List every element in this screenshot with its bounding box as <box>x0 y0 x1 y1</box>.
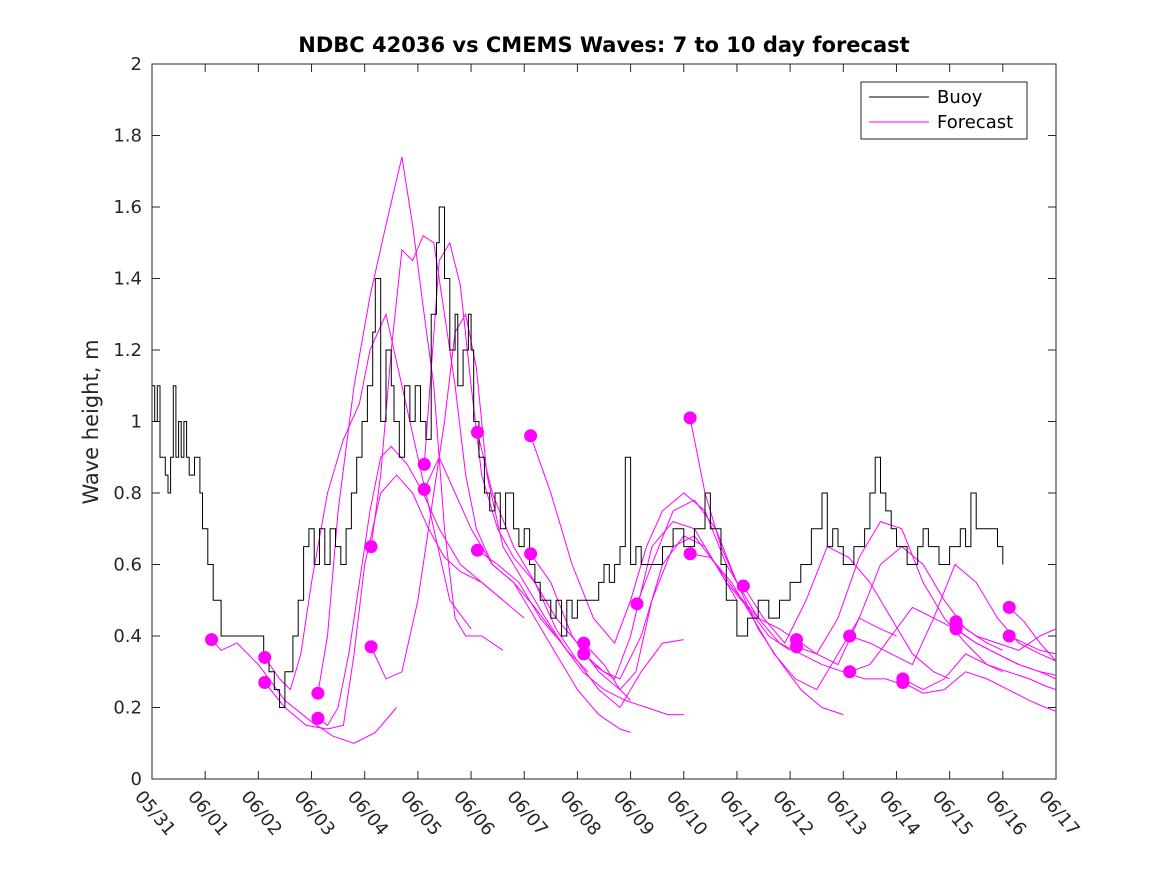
forecast-start-marker <box>258 650 272 664</box>
forecast-start-marker <box>364 540 378 554</box>
forecast-line <box>476 432 684 709</box>
forecast-start-marker <box>364 640 378 654</box>
forecast-line <box>423 241 631 701</box>
forecast-start-marker <box>789 640 803 654</box>
forecast-line <box>264 474 504 730</box>
forecast-start-marker <box>417 457 431 471</box>
forecast-start-marker <box>205 633 219 647</box>
forecast-line <box>849 563 1057 666</box>
y-tick-label: 0 <box>131 769 142 790</box>
forecast-start-marker <box>417 482 431 496</box>
y-tick-label: 0.8 <box>113 483 142 504</box>
plot-area <box>151 63 1057 780</box>
forecast-line <box>317 445 525 727</box>
forecast-start-marker <box>683 411 697 425</box>
forecast-line <box>902 653 1057 691</box>
y-tick-label: 1.6 <box>113 197 142 218</box>
forecast-line <box>902 671 1057 712</box>
forecast-start-marker <box>524 429 538 443</box>
forecast-start-marker <box>843 665 857 679</box>
forecast-line <box>955 628 1057 676</box>
forecast-line <box>1008 635 1057 655</box>
forecast-start-marker <box>311 711 325 725</box>
forecast-start-marker <box>630 597 644 611</box>
forecast-line <box>690 553 897 691</box>
forecast-start-marker <box>524 547 538 561</box>
forecast-line <box>955 621 1057 651</box>
forecast-start-marker <box>736 579 750 593</box>
forecast-start-marker <box>949 622 963 636</box>
forecast-start-marker <box>577 647 591 661</box>
forecast-line <box>742 545 950 680</box>
forecast-start-marker <box>896 675 910 689</box>
y-tick-label: 1.4 <box>113 269 142 290</box>
y-tick-label: 0.4 <box>113 626 142 647</box>
y-tick-label: 1 <box>131 412 142 433</box>
forecast-line <box>370 312 589 680</box>
legend-box <box>860 81 1028 140</box>
forecast-start-marker <box>683 547 697 561</box>
forecast-start-marker <box>258 675 272 689</box>
forecast-start-marker <box>1002 600 1016 614</box>
legend-label-buoy: Buoy <box>937 87 983 108</box>
forecast-line <box>796 520 1004 673</box>
forecast-start-marker <box>311 686 325 700</box>
forecast-line <box>689 417 897 683</box>
buoy-line <box>152 206 1004 708</box>
y-axis-ticks: 0 0.2 0.4 0.6 0.8 1 1.2 1.4 1.6 1.8 2 <box>113 54 1056 790</box>
forecast-start-marker <box>470 543 484 557</box>
forecast-line <box>423 456 631 733</box>
y-tick-label: 1.2 <box>113 340 142 361</box>
forecast-start-marker <box>577 636 591 650</box>
forecast-line <box>211 639 397 744</box>
forecast-start-marker <box>470 425 484 439</box>
y-tick-label: 1.8 <box>113 126 142 147</box>
forecast-line <box>317 156 504 694</box>
legend: Buoy Forecast <box>860 81 1028 140</box>
plot-data <box>152 156 1057 744</box>
forecast-start-marker <box>1002 629 1016 643</box>
forecast-line <box>477 549 684 716</box>
chart-title: NDBC 42036 vs CMEMS Waves: 7 to 10 day f… <box>298 33 909 57</box>
y-tick-label: 0.6 <box>113 555 142 576</box>
legend-label-forecast: Forecast <box>937 112 1013 133</box>
y-tick-label: 0.2 <box>113 698 142 719</box>
forecast-line <box>530 521 738 680</box>
y-tick-label: 2 <box>131 54 142 75</box>
y-axis-label: Wave height, m <box>79 339 103 504</box>
forecast-start-marker <box>843 629 857 643</box>
